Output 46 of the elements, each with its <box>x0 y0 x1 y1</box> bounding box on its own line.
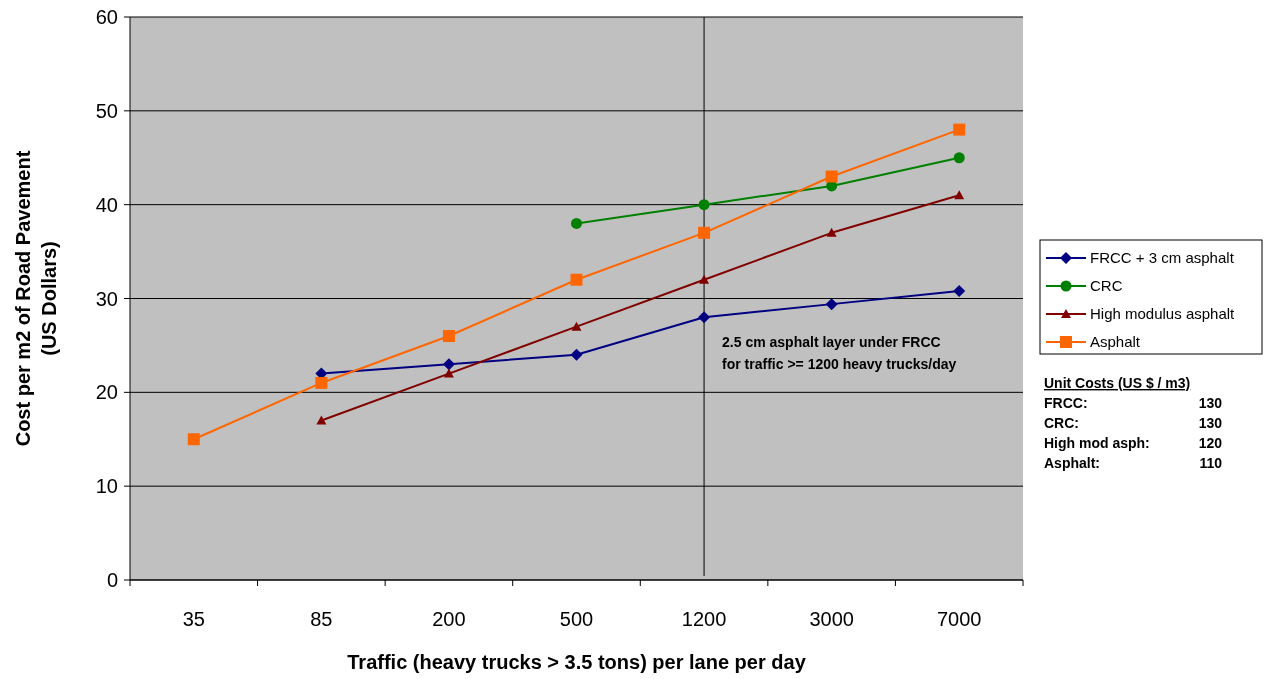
y-tick-label: 10 <box>95 475 118 498</box>
point <box>953 123 966 136</box>
x-tick-label: 85 <box>310 608 333 630</box>
annotation: 2.5 cm asphalt layer under FRCC for traffic >= 1200 heavy trucks/day <box>722 334 957 373</box>
y-tick-label: 50 <box>95 99 118 122</box>
point <box>699 274 710 284</box>
x-axis-title: Traffic (heavy trucks > 3.5 tons) per lane per day <box>347 651 807 673</box>
y-tick-label: 40 <box>95 193 118 216</box>
text: Asphalt: 110 <box>1044 455 1222 471</box>
point <box>570 348 583 361</box>
y-tick-label: 0 <box>106 569 118 591</box>
x-tick-label: 500 <box>559 608 594 630</box>
point <box>698 311 711 324</box>
legend-label: CRC <box>1090 277 1123 295</box>
x-tick-label: 35 <box>182 608 205 630</box>
point <box>570 273 583 286</box>
x-tick-label: 7000 <box>936 608 982 630</box>
legend-label: Asphalt <box>1090 333 1141 351</box>
text: Unit Costs (US $ / m3) <box>1044 375 1191 391</box>
text: FRCC: 130 <box>1044 395 1222 411</box>
point <box>187 433 200 446</box>
point <box>315 376 328 389</box>
point <box>442 330 455 343</box>
point <box>698 199 710 211</box>
y-tick-label: 20 <box>95 381 118 404</box>
x-tick-label: 3000 <box>809 608 854 630</box>
point <box>825 298 838 311</box>
text: High mod asph: 120 <box>1044 435 1222 451</box>
text: CRC: 130 <box>1044 415 1222 431</box>
legend-label: FRCC + 3 cm asphalt <box>1090 249 1235 267</box>
point <box>826 227 837 237</box>
point <box>953 152 965 164</box>
point <box>442 358 455 371</box>
legend-label: High modulus asphalt <box>1090 305 1236 323</box>
point <box>954 190 965 200</box>
point <box>825 170 838 183</box>
point <box>571 321 582 331</box>
point <box>571 217 582 229</box>
point <box>698 226 711 239</box>
x-tick-label: 1200 <box>681 608 727 630</box>
y-axis-title: Cost per m2 of Road Pavement (US Dollars) <box>12 150 60 447</box>
y-tick-label: 30 <box>95 287 118 310</box>
point <box>953 284 966 297</box>
y-tick-label: 60 <box>95 6 118 28</box>
point <box>443 368 454 378</box>
x-tick-label: 200 <box>432 608 466 630</box>
